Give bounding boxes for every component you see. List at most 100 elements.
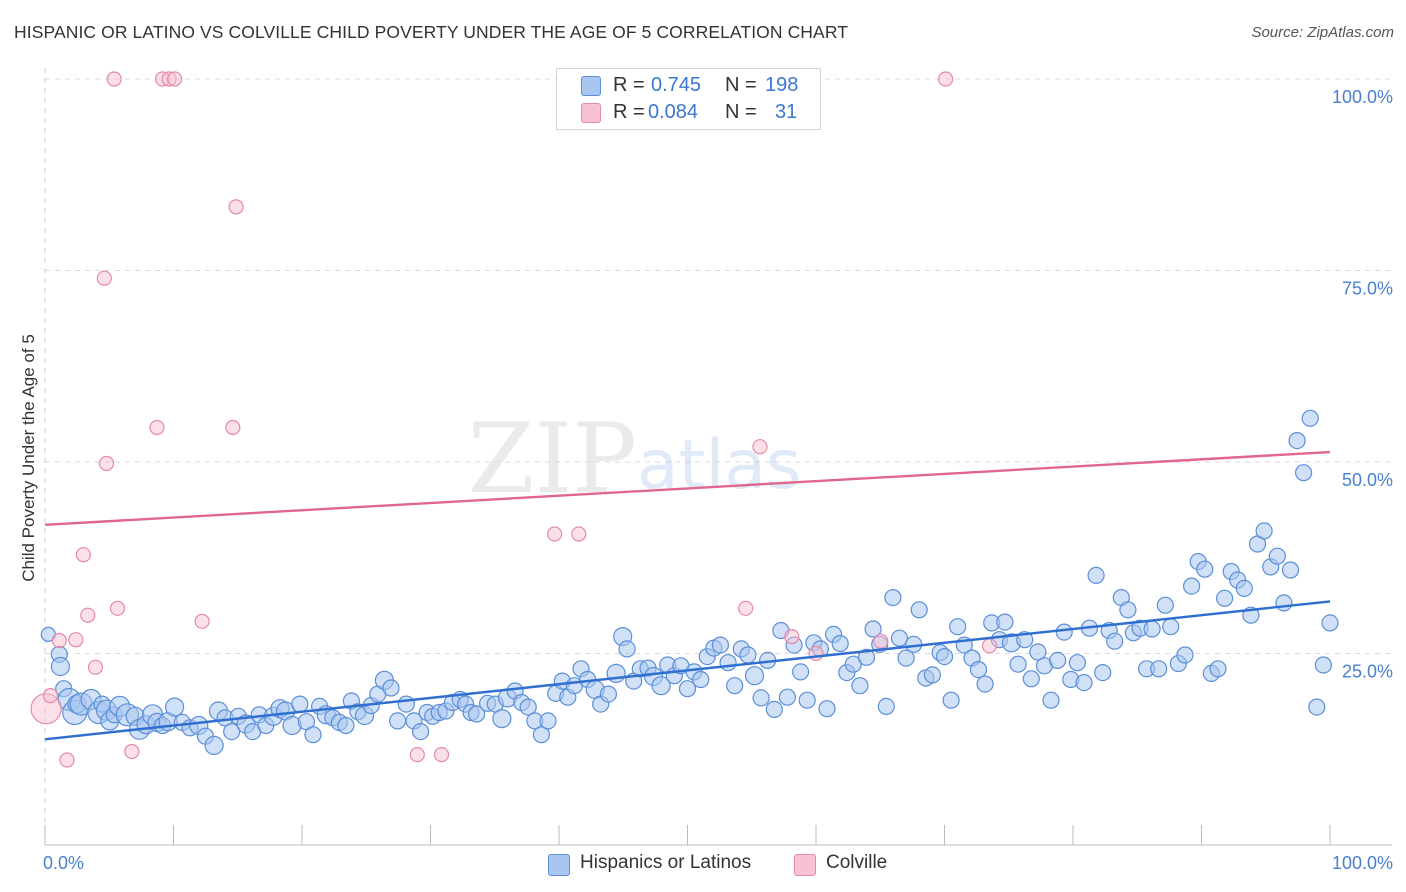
colville-point (194, 613, 210, 629)
axes (44, 825, 1392, 846)
watermark: ZIP atlas (468, 403, 802, 515)
legend-n-value: 198 (765, 74, 799, 96)
y-axis-label: Child Poverty Under the Age of 5 (19, 334, 38, 582)
colville-point (106, 71, 122, 87)
colville-point (784, 628, 800, 645)
hispanic-point (397, 695, 415, 713)
colville-point (228, 199, 244, 215)
colville-point (96, 270, 112, 286)
hispanic-trend-line (44, 600, 1331, 741)
source-credit: Source: ZipAtlas.com (1251, 24, 1394, 41)
hispanic-point (864, 620, 882, 638)
hispanic-point (1294, 464, 1313, 482)
hispanic-point (1156, 596, 1174, 614)
data-points (30, 71, 1339, 768)
colville-point (546, 526, 563, 542)
colville-point (571, 526, 587, 542)
legend-r-label: R = (613, 101, 645, 123)
legend-r-value: 0.745 (651, 74, 702, 96)
hispanic-point (1022, 670, 1040, 688)
hispanic-point (337, 716, 355, 735)
colville-point (51, 632, 67, 649)
colville-point (80, 607, 96, 623)
legend-swatch-colville (794, 854, 816, 876)
hispanic-point (389, 712, 407, 730)
colville-point (68, 632, 84, 648)
hispanic-point (519, 698, 537, 716)
colville-point (42, 687, 59, 704)
hispanic-point (877, 697, 895, 716)
y-tick-label: 25.0% (1342, 662, 1393, 682)
hispanic-point (304, 726, 322, 744)
hispanic-point (382, 679, 400, 697)
colville-point (59, 752, 75, 768)
colville-point (87, 659, 104, 675)
hispanic-point (1042, 691, 1060, 709)
hispanic-point (1275, 594, 1293, 612)
colville-point (109, 600, 126, 616)
series-legend: Hispanics or Latinos Colville (0, 852, 1406, 878)
hispanic-point (412, 722, 430, 741)
colville-point (167, 71, 183, 87)
hispanic-point (1288, 432, 1306, 450)
tick-labels: 25.0% 50.0% 75.0% 100.0% 0.0% 100.0% (43, 87, 1393, 873)
y-tick-label: 100.0% (1332, 87, 1393, 107)
hispanic-point (1162, 618, 1180, 636)
legend-swatch-hispanic (581, 76, 601, 96)
hispanic-point (1055, 623, 1073, 641)
legend-swatch-colville (581, 103, 601, 123)
colville-point (124, 743, 140, 760)
hispanic-point (942, 691, 960, 709)
y-tick-label: 75.0% (1342, 279, 1393, 299)
hispanic-point (1068, 654, 1087, 672)
hispanic-point (752, 689, 770, 707)
hispanic-point (204, 735, 224, 756)
watermark-zip: ZIP (468, 403, 637, 515)
hispanic-point (1182, 577, 1201, 595)
legend-label-colville: Colville (826, 852, 888, 873)
hispanic-point (1255, 522, 1273, 540)
hispanic-point (818, 700, 836, 718)
legend-n-label: N = (725, 101, 757, 123)
hispanic-point (1301, 409, 1319, 427)
colville-point (808, 645, 824, 662)
hispanic-point (744, 666, 765, 686)
hispanic-point (844, 655, 862, 673)
hispanic-point (1106, 632, 1124, 650)
x-tick-label: 0.0% (43, 853, 84, 873)
hispanic-point (1196, 560, 1214, 578)
colville-point (225, 419, 241, 436)
colville-point (981, 638, 998, 654)
trend-lines (44, 450, 1331, 741)
hispanic-point (791, 663, 810, 681)
hispanic-point (949, 618, 967, 636)
hispanic-point (831, 634, 849, 653)
legend-swatch-hispanic (548, 854, 570, 876)
hispanic-point (1119, 601, 1137, 619)
hispanic-point (1268, 547, 1286, 565)
hispanic-point (165, 697, 185, 717)
hispanic-point (1215, 589, 1234, 607)
hispanic-point (1209, 660, 1227, 678)
chart-title: HISPANIC OR LATINO VS COLVILLE CHILD POV… (14, 22, 849, 42)
colville-point (149, 419, 165, 436)
hispanic-point (996, 613, 1014, 631)
hispanic-point (678, 680, 697, 698)
colville-point (409, 746, 425, 763)
hispanic-point (897, 649, 915, 667)
y-tick-label: 50.0% (1342, 470, 1393, 490)
hispanic-point (798, 691, 816, 709)
hispanic-point (739, 646, 757, 664)
hispanic-point (1029, 643, 1047, 661)
watermark-atlas: atlas (637, 426, 801, 505)
hispanic-point (969, 660, 988, 679)
hispanic-point (1308, 698, 1326, 716)
hispanic-point (1281, 561, 1300, 579)
x-tick-label: 100.0% (1332, 853, 1393, 873)
hispanic-point (599, 685, 618, 703)
hispanic-point (1150, 660, 1168, 678)
hispanic-point (1143, 620, 1161, 638)
hispanic-point (884, 588, 902, 607)
legend-n-label: N = (725, 74, 757, 96)
